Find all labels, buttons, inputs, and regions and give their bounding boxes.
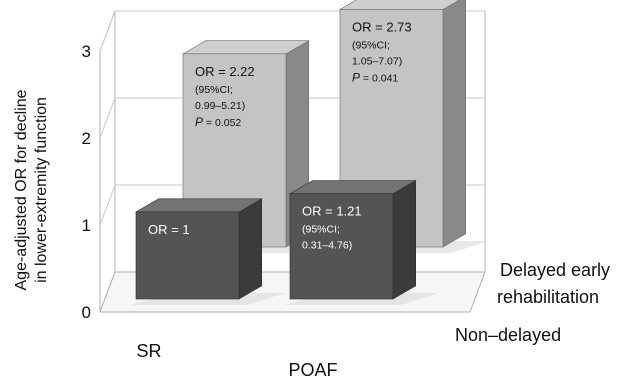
- y-axis-label-line-1: Age-adjusted OR for decline: [13, 89, 30, 290]
- y-axis-label-line-2: in lower-extremity function: [33, 97, 50, 283]
- p-value-label: P = 0.052: [195, 115, 241, 129]
- or-label: OR = 2.73: [352, 19, 412, 34]
- series-label-delayed-line-2: rehabilitation: [497, 287, 599, 307]
- y-tick-label: 1: [82, 216, 91, 235]
- p-value-label: P = 0.041: [352, 70, 398, 84]
- depth-labels: Delayed early rehabilitation Non–delayed: [455, 260, 610, 345]
- bar: OR = 1: [130, 198, 285, 305]
- ci-label: (95%CI;: [302, 224, 340, 236]
- y-axis: Age-adjusted OR for decline in lower-ext…: [13, 42, 91, 322]
- ci-range-label: 0.31–4.76): [302, 240, 352, 252]
- bar: OR = 1.21 (95%CI; 0.31–4.76): [284, 179, 439, 305]
- or-label: OR = 2.22: [195, 64, 255, 79]
- x-category-label: SR: [136, 341, 161, 361]
- or-label: OR = 1.21: [302, 204, 362, 219]
- series-label-non-delayed: Non–delayed: [455, 325, 561, 345]
- y-tick-label: 2: [82, 129, 91, 148]
- bars: OR = 2.22 (95%CI; 0.99–5.21) P = 0.052 OR = …: [130, 0, 489, 305]
- y-tick-label: 0: [82, 303, 91, 322]
- category-labels: SR POAF: [136, 341, 337, 380]
- ci-label: (95%CI;: [195, 84, 233, 96]
- or-label: OR = 1: [148, 222, 190, 237]
- ci-label: (95%CI;: [352, 39, 390, 51]
- x-category-label: POAF: [288, 360, 337, 380]
- ci-range-label: 1.05–7.07): [352, 55, 402, 67]
- y-tick-label: 3: [82, 42, 91, 61]
- ci-range-label: 0.99–5.21): [195, 100, 245, 112]
- series-label-delayed: Delayed early: [500, 260, 610, 280]
